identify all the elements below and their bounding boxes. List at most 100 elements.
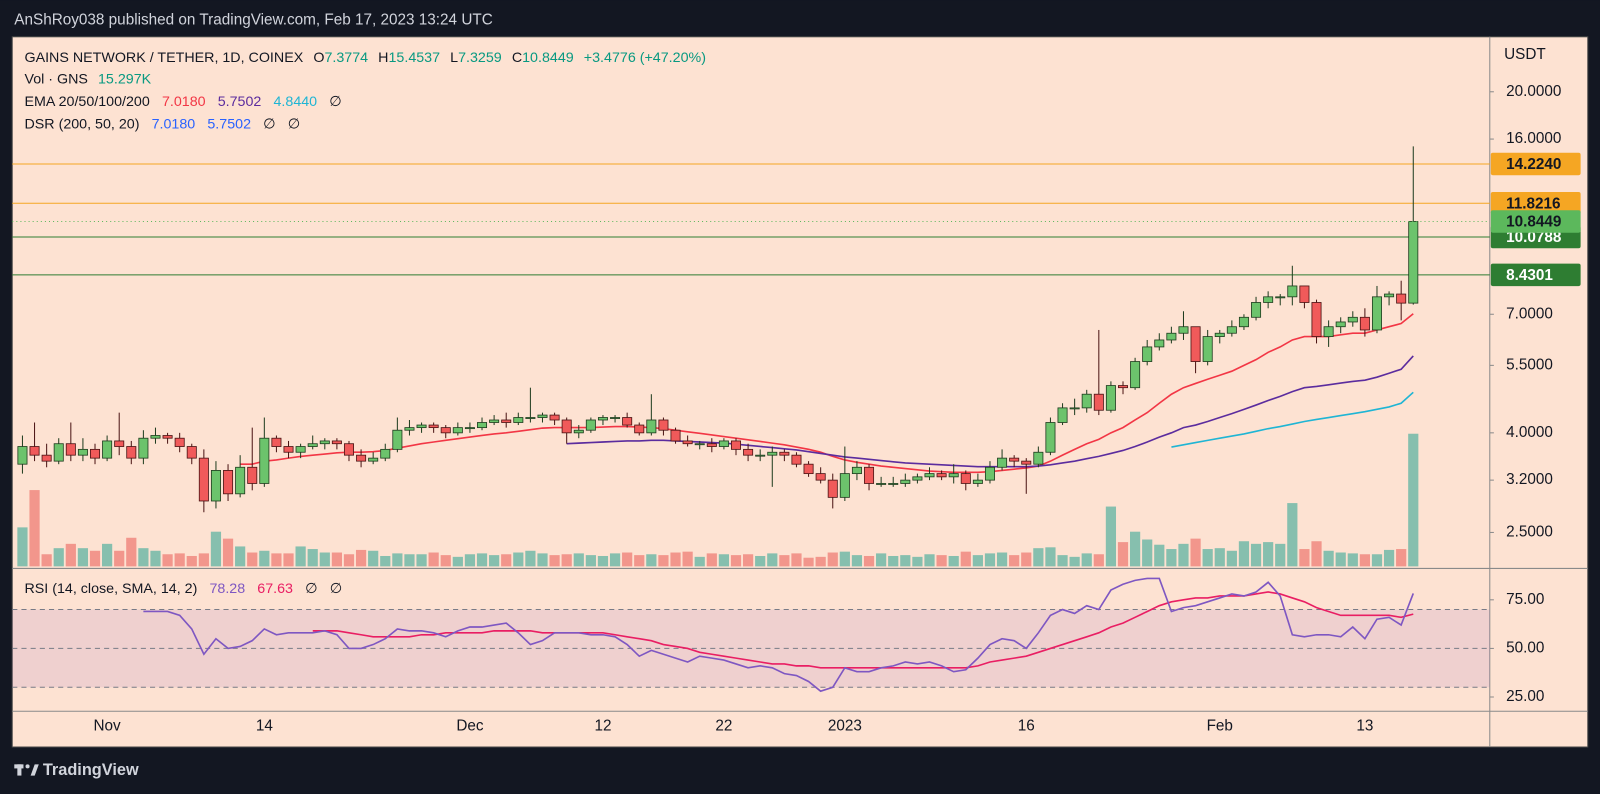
volume-bar: [138, 548, 149, 567]
candle-body: [743, 448, 754, 456]
candle-body: [53, 443, 64, 462]
volume-bar: [646, 554, 657, 567]
volume-bar: [1154, 544, 1165, 567]
price-line-label: 14.2240: [1506, 156, 1561, 173]
candle-body: [1238, 316, 1249, 328]
volume-bar: [755, 555, 766, 567]
candle-body: [1105, 385, 1116, 411]
volume-bar: [730, 555, 742, 567]
rsi-y-tick-label: 25.00: [1506, 688, 1544, 705]
candle-body: [1359, 316, 1370, 331]
candle-body: [17, 446, 28, 465]
candle-body: [864, 466, 875, 484]
volume-bar: [259, 550, 270, 567]
volume-bar: [1214, 548, 1225, 567]
volume-bar: [452, 556, 463, 567]
volume-last: 15.297K: [98, 71, 152, 87]
candle-body: [295, 446, 306, 453]
x-tick-label: Dec: [456, 718, 484, 735]
candle-body: [404, 427, 415, 431]
y-tick-label: 3.2000: [1506, 471, 1553, 488]
volume-bar: [597, 555, 609, 567]
candle-body: [65, 443, 76, 456]
volume-bar: [1408, 433, 1419, 567]
candle-body: [525, 417, 536, 419]
legend-line: EMA 20/50/100/200 7.0180 5.7502 4.8440 ∅: [24, 94, 341, 110]
candle-body: [235, 466, 246, 495]
candle-body: [452, 427, 463, 434]
candle-body: [1045, 422, 1056, 453]
volume-bar: [114, 550, 125, 567]
candle-body: [634, 424, 645, 434]
candle-body: [1323, 326, 1334, 337]
volume-bar: [718, 554, 730, 567]
logo-shape: [25, 764, 30, 769]
volume-bar: [996, 552, 1008, 567]
candle-body: [210, 470, 221, 502]
candle-body: [1299, 285, 1310, 303]
x-tick-label: 22: [715, 718, 732, 735]
volume-bar: [1238, 541, 1250, 567]
candle-body: [682, 440, 693, 445]
legend-line: Vol · GNS 15.297K: [24, 71, 151, 87]
candle-body: [1347, 316, 1358, 323]
ema-value: 7.0180: [162, 94, 206, 110]
candle-body: [718, 440, 729, 447]
candle-body: [513, 417, 524, 423]
ohlc-letter: H: [378, 50, 388, 66]
dsr-value: 7.0180: [152, 116, 196, 132]
ohlc-letter: C: [512, 50, 522, 66]
ohlc-value: 15.4537: [388, 50, 440, 66]
volume-name: Vol · GNS: [24, 71, 87, 87]
y-tick-label: 2.5000: [1506, 523, 1553, 540]
candle-body: [1069, 407, 1080, 410]
candle-body: [730, 440, 741, 450]
candle-body: [1118, 385, 1129, 389]
candle-body: [597, 417, 608, 421]
price-line-label-bg: [1490, 263, 1581, 287]
volume-bar: [851, 555, 863, 567]
candle-body: [561, 419, 572, 434]
volume-bar: [295, 546, 306, 567]
volume-bar: [972, 555, 983, 567]
footer-logo: TradingView: [14, 761, 139, 779]
volume-bar: [77, 548, 89, 567]
volume-bar: [17, 527, 28, 567]
candle-body: [622, 417, 633, 426]
candle-body: [1130, 361, 1141, 389]
volume-bar: [1371, 554, 1383, 567]
volume-bar: [839, 551, 850, 567]
volume-bar: [222, 538, 234, 567]
candle-body: [900, 479, 911, 484]
volume-bar: [1311, 541, 1322, 567]
candle-body: [876, 483, 887, 485]
volume-bar: [1130, 531, 1141, 567]
volume-bar: [803, 557, 814, 567]
volume-bar: [150, 550, 161, 567]
candle-body: [1009, 457, 1020, 462]
footer-brand: TradingView: [43, 761, 139, 779]
candle-body: [356, 454, 367, 462]
candle-body: [1214, 332, 1225, 337]
candle-body: [779, 451, 790, 456]
ema-name: EMA 20/50/100/200: [24, 94, 149, 110]
volume-bar: [549, 555, 560, 567]
ema-value: 5.7502: [218, 94, 262, 110]
volume-bar: [779, 555, 790, 567]
plot-layer: 20.0000 16.0000 7.0000 5.5000 4.0000 3.2000 2.…: [12, 83, 1581, 735]
volume-bar: [343, 554, 355, 567]
volume-bar: [102, 543, 113, 567]
x-tick-label: Feb: [1207, 718, 1233, 735]
volume-bar: [924, 554, 935, 567]
ohlc-letter: L: [450, 50, 458, 66]
candle-body: [380, 448, 391, 459]
y-tick-label: 16.0000: [1506, 130, 1561, 147]
legend-line: GAINS NETWORK / TETHER, 1D, COINEX O7.37…: [24, 50, 705, 66]
candle-body: [29, 446, 40, 456]
volume-bar: [41, 554, 52, 567]
na-symbol: ∅: [288, 116, 300, 132]
volume-bar: [271, 553, 282, 567]
change-value: +3.4776 (+47.20%): [584, 50, 706, 66]
candle-body: [936, 473, 947, 478]
